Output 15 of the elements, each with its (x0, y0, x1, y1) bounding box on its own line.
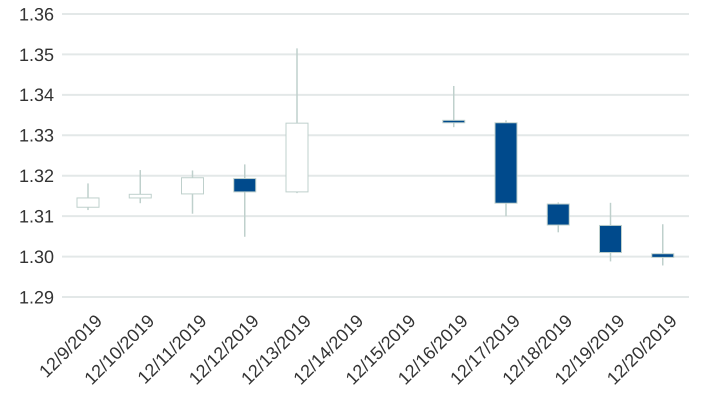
y-tick-label: 1.34 (18, 85, 54, 106)
y-tick-label: 1.30 (18, 246, 54, 267)
candlestick (128, 169, 152, 204)
candlestick (442, 85, 466, 128)
y-tick-label: 1.35 (18, 44, 54, 65)
candlestick (651, 223, 674, 266)
candlestick (181, 170, 204, 214)
y-tick-label: 1.29 (18, 287, 54, 308)
y-tick-label: 1.32 (18, 166, 54, 186)
y-tick-label: 1.31 (18, 206, 54, 227)
candlestick (546, 202, 570, 234)
candlestick (233, 164, 256, 238)
candlestick (76, 182, 100, 211)
y-tick-label: 1.33 (18, 126, 54, 146)
y-tick-label: 1.36 (18, 4, 54, 24)
